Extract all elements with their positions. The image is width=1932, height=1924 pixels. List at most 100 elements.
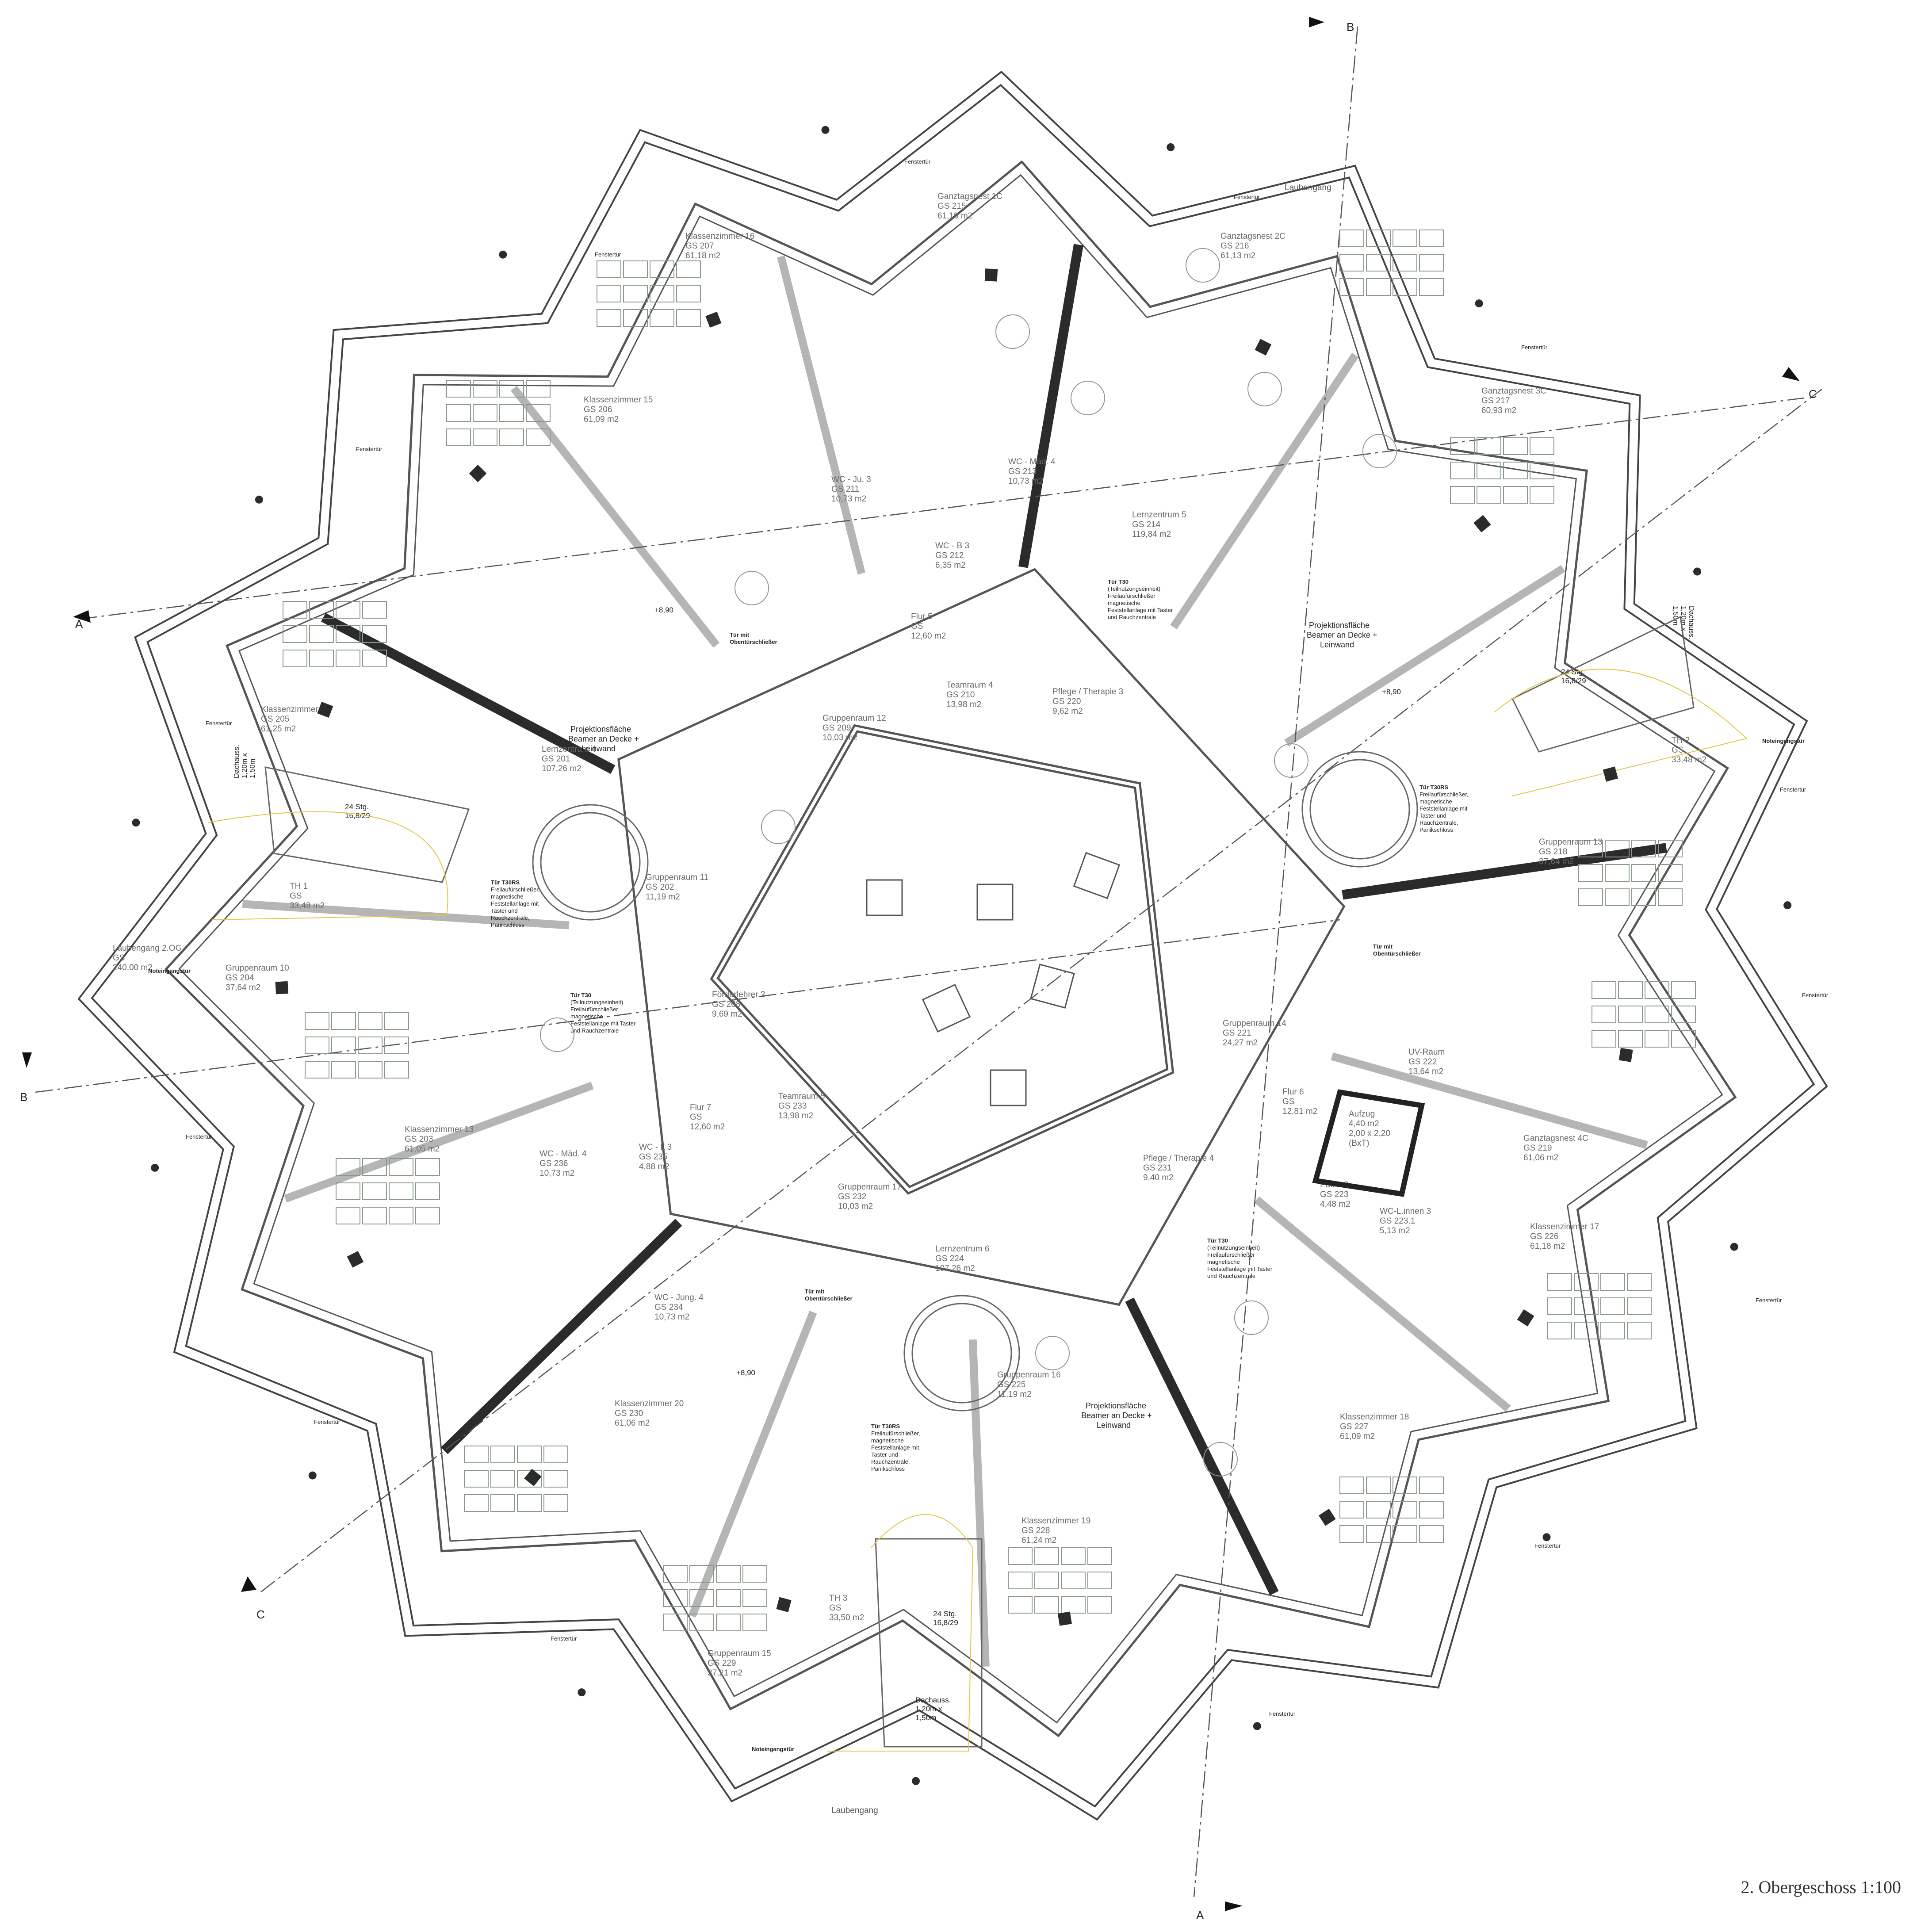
desk <box>464 1446 489 1463</box>
room-label-line: Klassenzimmer 15 <box>584 395 653 405</box>
room-label-line: GS 229 <box>708 1659 736 1668</box>
desk <box>309 601 334 619</box>
section-label-b-top: B <box>1347 20 1354 34</box>
desk <box>663 1614 688 1631</box>
room-label-line: 11,19 m2 <box>997 1390 1032 1399</box>
desk <box>1627 1297 1652 1315</box>
desk <box>1547 1273 1572 1291</box>
room-label-line: 107,26 m2 <box>542 764 582 773</box>
laubengang-label: Laubengang <box>831 1806 878 1815</box>
room-label-line: TH 3 <box>829 1594 847 1603</box>
door-notes: Tür T30(Teilnutzungseinheit)Freilaufürsc… <box>491 578 1469 1472</box>
room-label-line: 11,19 m2 <box>646 892 680 902</box>
room-label-line: 107,26 m2 <box>935 1264 975 1273</box>
radial-wall <box>968 1339 990 1667</box>
door-note-line: Freilaufürschließer <box>1108 593 1155 599</box>
room-label-line: Aufzug <box>1349 1109 1375 1119</box>
wall-block <box>524 1469 542 1486</box>
room-label-line: 4,48 m2 <box>1320 1200 1350 1209</box>
room-label-line: WC - L 3 <box>639 1143 672 1152</box>
room-label-line: 10,73 m2 <box>1008 477 1043 486</box>
room-label-line: 24,27 m2 <box>1223 1038 1258 1048</box>
door-note-line: Freilaufürschließer, <box>871 1430 920 1437</box>
room-label-line: 10,03 m2 <box>838 1202 873 1211</box>
desk <box>1547 1297 1572 1315</box>
desk <box>1366 254 1391 272</box>
desk <box>1618 1030 1643 1048</box>
desk <box>663 1565 688 1583</box>
room-label-line: GS 209 <box>823 723 851 733</box>
desk <box>1366 230 1391 247</box>
room-label-line: 10,03 m2 <box>823 733 857 742</box>
room-label-line: 5,13 m2 <box>1380 1226 1410 1235</box>
round-table <box>735 571 769 605</box>
room-label-line: 61,25 m2 <box>261 724 296 734</box>
column-mark <box>912 1777 920 1785</box>
door-note-line: Freilaufürschließer <box>1207 1251 1255 1258</box>
desk <box>1393 278 1417 296</box>
elevator <box>1312 1089 1425 1197</box>
fenstertuer-label: Fenstertür <box>314 1419 340 1425</box>
fenstertuer-label: Fenstertür <box>1534 1542 1561 1549</box>
roof-hatch-label: 1,20m x <box>915 1705 942 1713</box>
desk <box>1450 437 1475 455</box>
room-label-line: GS 234 <box>654 1303 683 1312</box>
desk <box>676 260 701 278</box>
wall-block <box>776 1597 792 1612</box>
room-label-line: Gruppenraum 10 <box>226 964 289 973</box>
room-label-line: GS 221 <box>1223 1029 1251 1038</box>
door-note-line: Rauchzentrale, <box>1419 819 1458 826</box>
desk <box>499 404 524 422</box>
desk <box>1366 1476 1391 1494</box>
room-label-line: 61,13 m2 <box>1220 251 1255 260</box>
desk <box>331 1012 356 1030</box>
furniture <box>283 230 1696 1631</box>
room-label-line: GS 224 <box>935 1254 964 1263</box>
door-note-line: Rauchzentrale, <box>871 1458 910 1465</box>
desk <box>1578 864 1603 882</box>
desk <box>1592 1006 1616 1023</box>
wall-block <box>1473 515 1491 533</box>
desk <box>389 1207 413 1224</box>
room-label-line: GS 219 <box>1523 1144 1552 1153</box>
door-note-line: Taster und <box>1419 812 1446 819</box>
desk <box>1631 888 1656 906</box>
door-note-title: Tür T30RS <box>871 1423 900 1430</box>
desk <box>1547 1322 1572 1339</box>
column-mark <box>1167 143 1175 151</box>
radial-wall <box>1018 244 1083 568</box>
room-label-line: GS <box>290 891 302 901</box>
room-label-line: 61,09 m2 <box>584 415 619 424</box>
desk <box>1618 981 1643 999</box>
room-label-line: GS 218 <box>1539 847 1567 857</box>
door-note-line: Feststellanlage mit Taster <box>570 1020 636 1027</box>
room-label-line: 9,62 m2 <box>1052 707 1083 716</box>
wall-block <box>347 1251 364 1268</box>
desk <box>1645 1030 1669 1048</box>
desk <box>305 1012 329 1030</box>
desk <box>362 1207 387 1224</box>
room-label-line: GS 236 <box>539 1159 568 1168</box>
room-label-line: Teamraum 4 <box>946 681 993 690</box>
column-mark <box>821 126 830 134</box>
desk <box>1574 1297 1599 1315</box>
door-note-line: Feststellanlage mit Taster <box>1207 1266 1273 1272</box>
room-label-line: GS 223.1 <box>1380 1216 1415 1226</box>
desk <box>1419 1501 1444 1519</box>
column-mark <box>1475 299 1483 308</box>
door-note-line: Panikschloss <box>491 922 524 928</box>
desk <box>336 650 360 667</box>
door-note-line: Feststellanlage mit Taster <box>1108 607 1173 613</box>
room-label-line: 37,64 m2 <box>226 983 260 992</box>
room-label-line: TH 1 <box>290 882 308 891</box>
desk <box>543 1446 568 1463</box>
desk <box>597 260 621 278</box>
noteingangstuer-label: Noteingangstür <box>752 1746 794 1752</box>
desk <box>415 1182 440 1200</box>
wall-block <box>469 464 487 482</box>
roof-hatch-label: 1,50m <box>915 1714 936 1722</box>
desk <box>362 650 387 667</box>
fenstertuer-label: Fenstertür <box>551 1635 577 1642</box>
desk <box>623 260 648 278</box>
projection-label: Beamer an Decke + <box>1081 1411 1152 1420</box>
